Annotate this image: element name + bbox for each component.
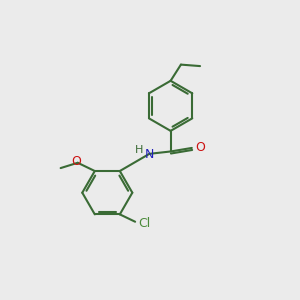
Text: O: O — [195, 141, 205, 154]
Text: H: H — [135, 145, 143, 155]
Text: O: O — [71, 155, 81, 168]
Text: N: N — [145, 148, 154, 161]
Text: Cl: Cl — [138, 217, 150, 230]
